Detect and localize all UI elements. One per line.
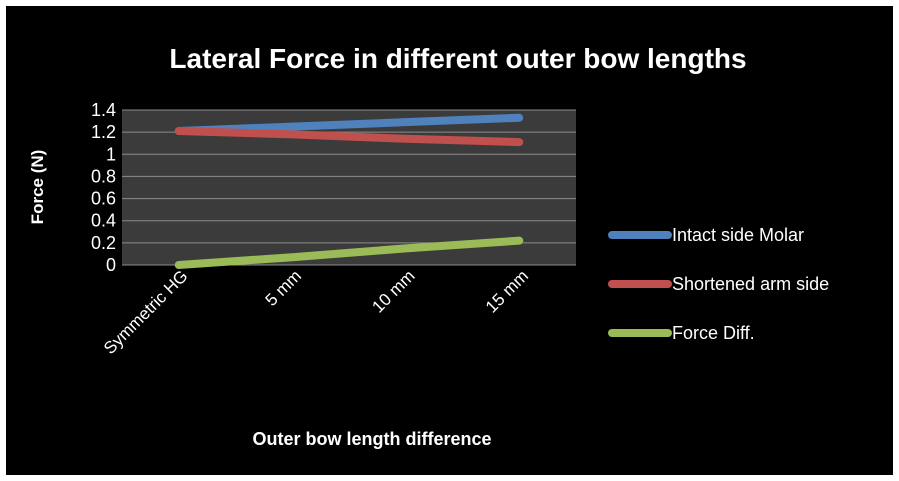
y-tick-label: 1.2: [91, 122, 116, 142]
legend-label: Force Diff.: [672, 323, 755, 343]
line-chart: Lateral Force in different outer bow len…: [28, 43, 829, 449]
data-point: [291, 126, 293, 128]
x-tick-label: Symmetric HG: [100, 266, 192, 358]
y-tick-label: 0.8: [91, 166, 116, 186]
data-point: [178, 264, 180, 266]
x-tick-label: 15 mm: [482, 266, 532, 316]
data-point: [405, 247, 407, 249]
data-point: [178, 130, 180, 132]
y-tick-label: 0: [106, 255, 116, 275]
data-point: [405, 121, 407, 123]
x-axis-label: Outer bow length difference: [252, 429, 491, 449]
y-tick-label: 0.2: [91, 233, 116, 253]
y-tick-label: 1: [106, 144, 116, 164]
y-axis-label: Force (N): [28, 150, 47, 225]
chart-frame: Lateral Force in different outer bow len…: [6, 6, 893, 475]
series-line: [174, 236, 524, 269]
x-tick-label: 5 mm: [262, 266, 305, 309]
data-point: [291, 133, 293, 135]
chart-title: Lateral Force in different outer bow len…: [169, 43, 746, 74]
y-tick-label: 0.6: [91, 189, 116, 209]
y-tick-label: 1.4: [91, 100, 116, 120]
data-point: [518, 141, 520, 143]
series-lines: [174, 113, 524, 269]
y-tick-label: 0.4: [91, 211, 116, 231]
y-tick-labels: 00.20.40.6 0.811.21.4: [91, 100, 116, 275]
legend-label: Shortened arm side: [672, 274, 829, 294]
x-tick-label: 10 mm: [368, 266, 418, 316]
data-point: [291, 256, 293, 258]
legend: Intact side Molar Shortened arm side Force…: [608, 225, 829, 343]
data-point: [518, 117, 520, 119]
data-point: [405, 138, 407, 140]
x-tick-labels: Symmetric HG 5 mm 10 mm 15 mm: [100, 266, 532, 358]
legend-label: Intact side Molar: [672, 225, 804, 245]
data-point: [518, 240, 520, 242]
series-line: [174, 127, 524, 147]
